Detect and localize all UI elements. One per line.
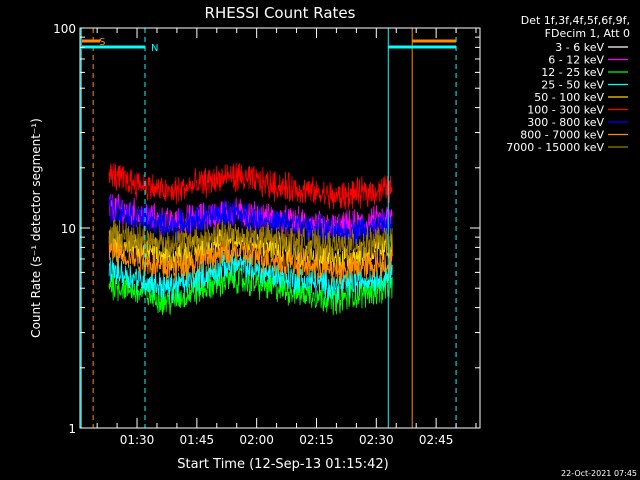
legend-entry-label: 6 - 12 keV [548, 54, 604, 67]
x-tick-label: 01:45 [180, 433, 215, 447]
legend: Det 1f,3f,4f,5f,6f,9f, FDecim 1, Att 0 3… [506, 14, 630, 154]
series-line-6 [108, 162, 393, 211]
series-line-1 [108, 276, 393, 348]
x-axis-label: Start Time (12-Sep-13 01:15:42) [177, 457, 388, 472]
series-line-4 [108, 249, 393, 303]
legend-title-line-2: FDecim 1, Att 0 [545, 27, 630, 40]
legend-entry-label: 50 - 100 keV [534, 91, 604, 104]
marker-label-n: N [151, 43, 158, 54]
legend-title-line-1: Det 1f,3f,4f,5f,6f,9f, [521, 14, 630, 27]
legend-entry-label: 800 - 7000 keV [520, 129, 604, 142]
y-tick-label: 10 [61, 222, 76, 236]
y-axis: 1 10 100 [53, 22, 480, 436]
series-line-5 [108, 229, 393, 273]
legend-entry-label: 7000 - 15000 keV [506, 141, 604, 154]
footer-timestamp: 22-Oct-2021 07:45 [561, 469, 637, 478]
x-tick-label: 01:30 [120, 433, 155, 447]
legend-entry-label: 12 - 25 keV [541, 66, 604, 79]
legend-entry-label: 25 - 50 keV [541, 79, 604, 92]
series-line-7 [108, 195, 393, 248]
series-line-3 [108, 263, 393, 316]
marker-label-s: S [99, 37, 105, 48]
x-tick-label: 02:00 [239, 433, 274, 447]
x-tick-label: 02:45 [419, 433, 454, 447]
legend-entry-label: 3 - 6 keV [555, 41, 604, 54]
legend-entry-label: 100 - 300 keV [527, 104, 604, 117]
y-axis-label: Count Rate (s⁻¹ detector segment⁻¹) [29, 118, 43, 338]
series-line-9 [108, 219, 393, 262]
legend-entry-label: 300 - 800 keV [527, 116, 604, 129]
chart-title: RHESSI Count Rates [205, 4, 356, 22]
x-tick-label: 02:15 [299, 433, 334, 447]
x-axis: 01:30 01:45 02:00 02:15 02:30 02:45 [96, 28, 477, 447]
series-line-8 [108, 238, 393, 286]
y-tick-label: 100 [53, 22, 76, 36]
y-tick-label: 1 [68, 422, 76, 436]
x-tick-label: 02:30 [359, 433, 394, 447]
